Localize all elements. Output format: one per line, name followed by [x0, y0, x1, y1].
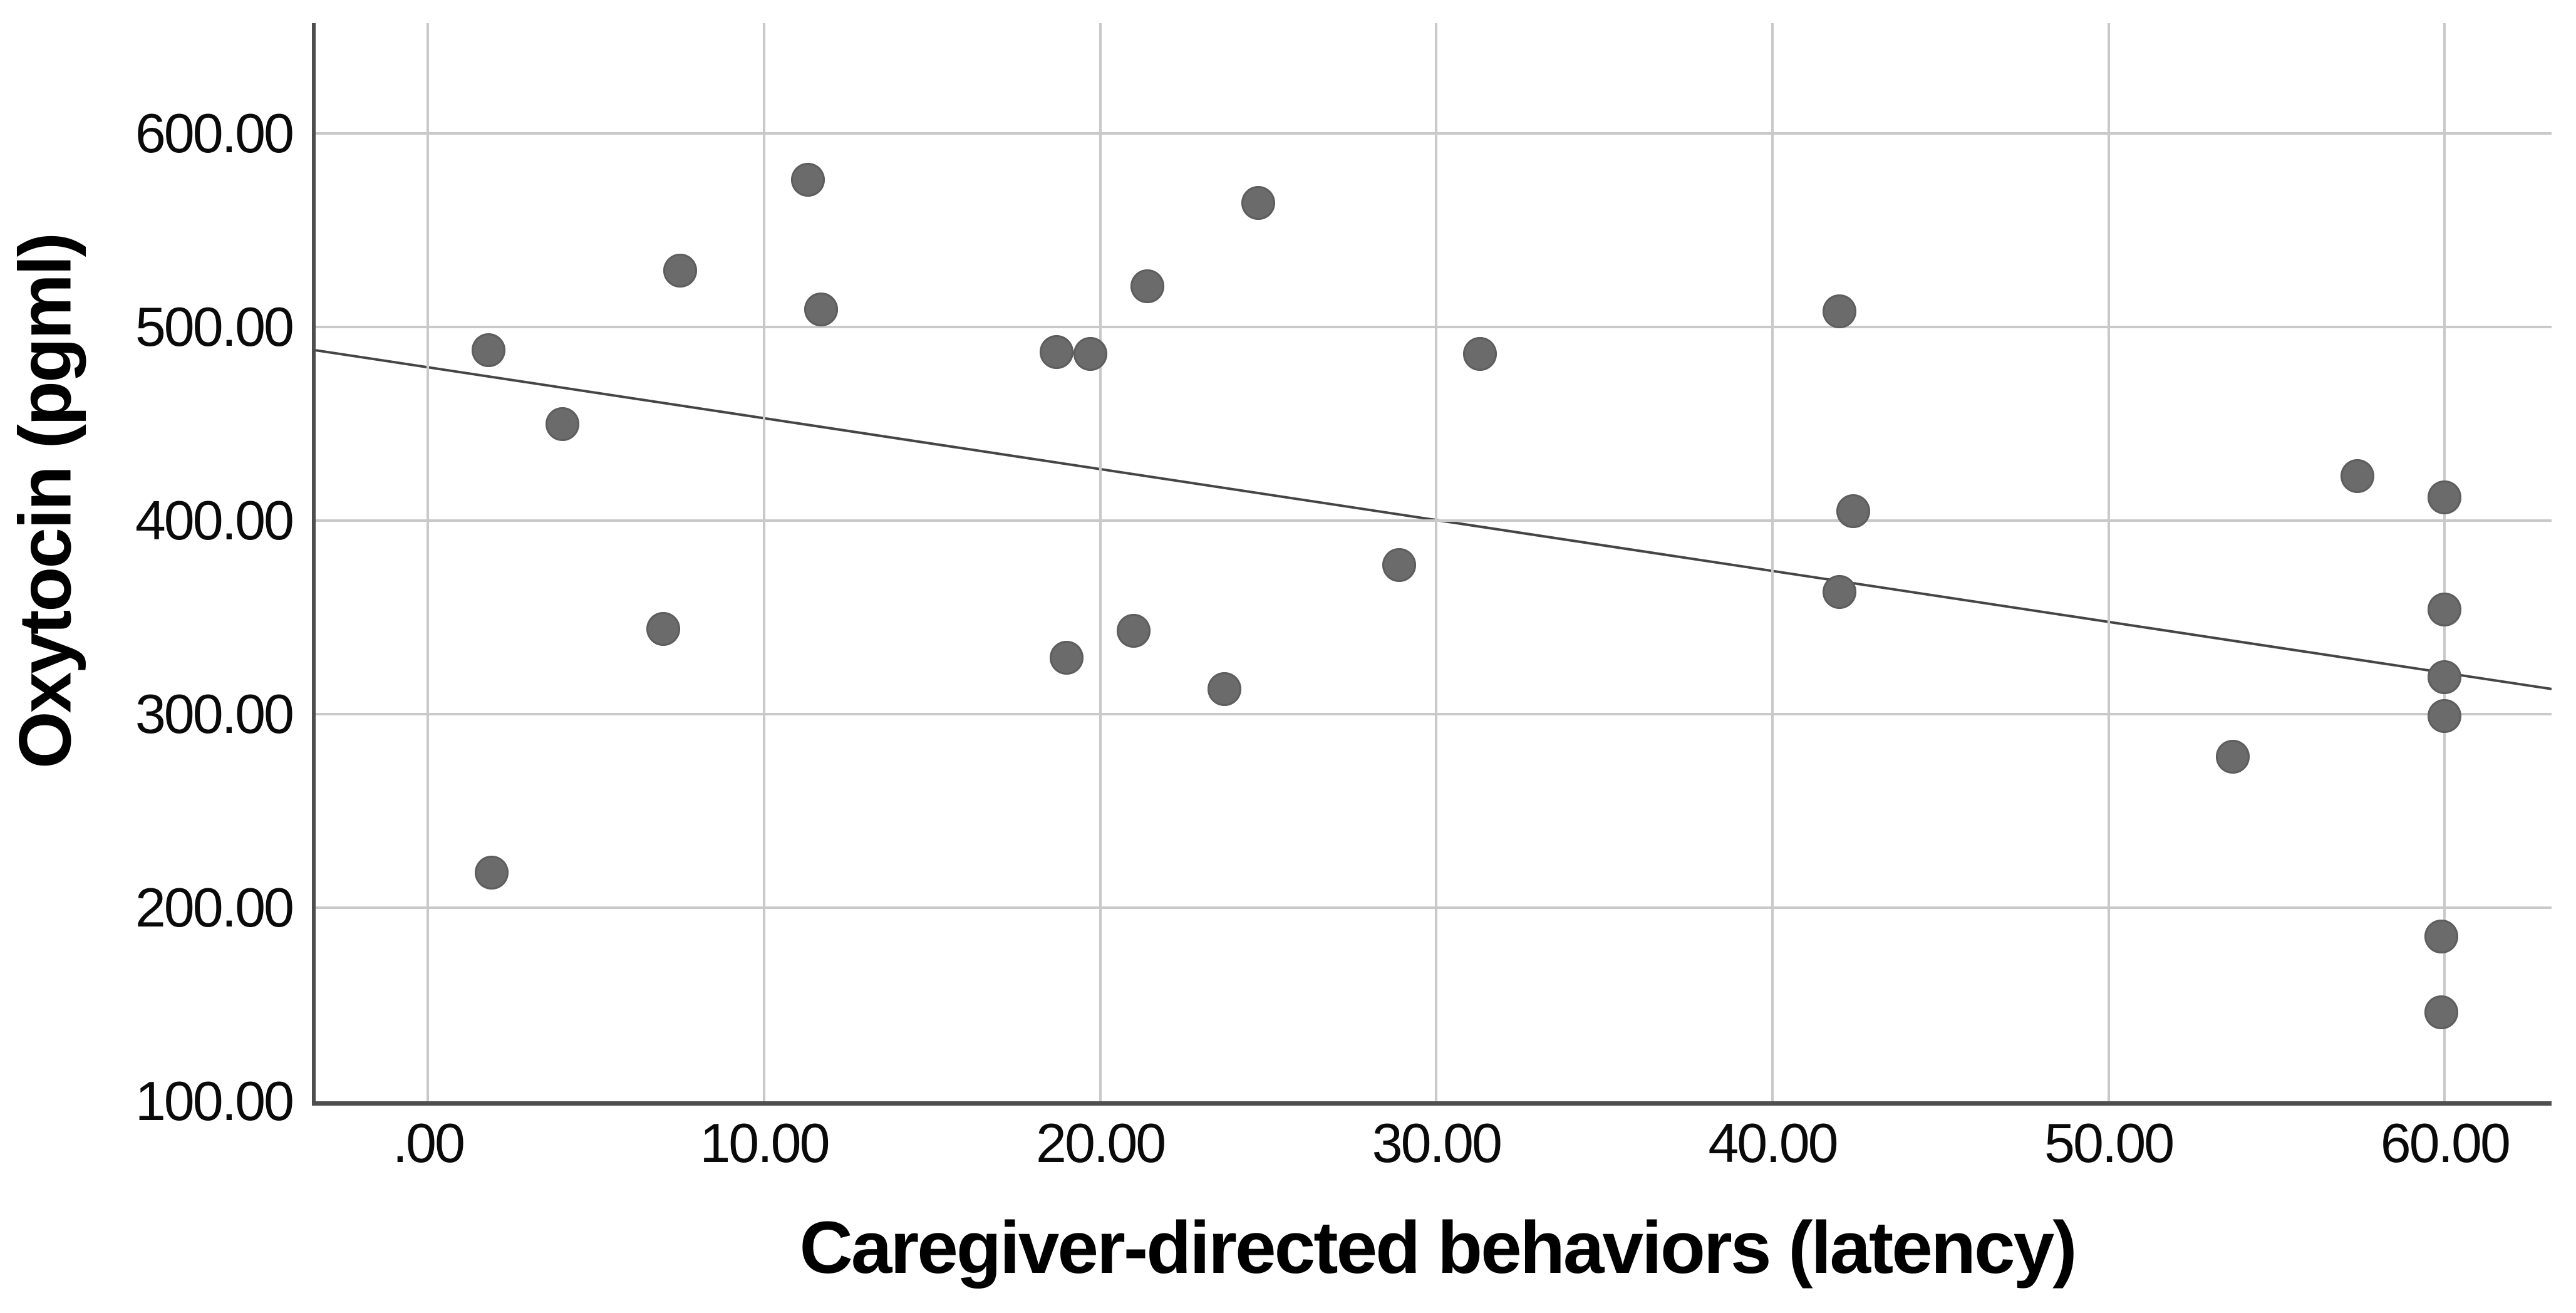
y-gridline-500.00 [316, 326, 2552, 329]
x-tick-label-20.00: 20.00 [1036, 1112, 1166, 1174]
data-point [2428, 699, 2462, 734]
data-point [2340, 459, 2374, 493]
y-tick-label-500.00: 500.00 [135, 296, 294, 358]
x-axis-title: Caregiver-directed behaviors (latency) [799, 1207, 2077, 1289]
data-point [1836, 494, 1870, 528]
x-tick-label-10.00: 10.00 [700, 1112, 830, 1174]
x-tick-label-40.00: 40.00 [1708, 1112, 1838, 1174]
data-point [1117, 614, 1151, 648]
data-point [1382, 548, 1417, 583]
x-gridline-30.00 [1435, 23, 1438, 1101]
data-point [663, 254, 697, 288]
x-gridline-40.00 [1771, 23, 1774, 1101]
trend-line-layer [315, 349, 2552, 690]
y-tick-label-200.00: 200.00 [135, 876, 294, 939]
plot-area [312, 23, 2552, 1106]
data-point [1823, 294, 1857, 329]
data-point [646, 612, 680, 646]
y-tick-label-600.00: 600.00 [135, 102, 294, 165]
y-tick-label-400.00: 400.00 [135, 489, 294, 552]
y-gridline-200.00 [316, 906, 2552, 910]
data-point [1463, 337, 1497, 371]
data-point [1039, 335, 1073, 370]
data-point [1073, 337, 1107, 371]
y-gridline-600.00 [316, 132, 2552, 135]
y-gridline-400.00 [316, 519, 2552, 522]
x-gridline-.00 [427, 23, 430, 1101]
y-tick-label-100.00: 100.00 [135, 1070, 294, 1132]
data-point [471, 333, 505, 368]
data-point [1049, 641, 1084, 675]
data-point [2428, 660, 2462, 695]
x-tick-label-50.00: 50.00 [2044, 1112, 2175, 1174]
data-point [2216, 740, 2250, 774]
x-gridline-10.00 [762, 23, 765, 1101]
x-tick-label-.00: .00 [392, 1112, 465, 1174]
data-point [1823, 575, 1857, 610]
data-point [475, 856, 509, 890]
data-point [545, 407, 579, 441]
data-point [1130, 269, 1164, 304]
y-gridline-300.00 [316, 713, 2552, 716]
data-point [2428, 593, 2462, 627]
data-point [790, 163, 825, 197]
data-point [2424, 995, 2458, 1029]
x-gridline-50.00 [2107, 23, 2110, 1101]
data-point [804, 293, 839, 327]
data-point [2428, 480, 2462, 514]
x-tick-label-60.00: 60.00 [2380, 1112, 2511, 1174]
x-tick-label-30.00: 30.00 [1372, 1112, 1503, 1174]
data-point [1208, 672, 1242, 706]
x-gridline-60.00 [2443, 23, 2446, 1101]
data-point [2424, 920, 2458, 954]
data-point [1241, 186, 1275, 221]
x-gridline-20.00 [1099, 23, 1102, 1101]
y-tick-label-300.00: 300.00 [135, 683, 294, 745]
